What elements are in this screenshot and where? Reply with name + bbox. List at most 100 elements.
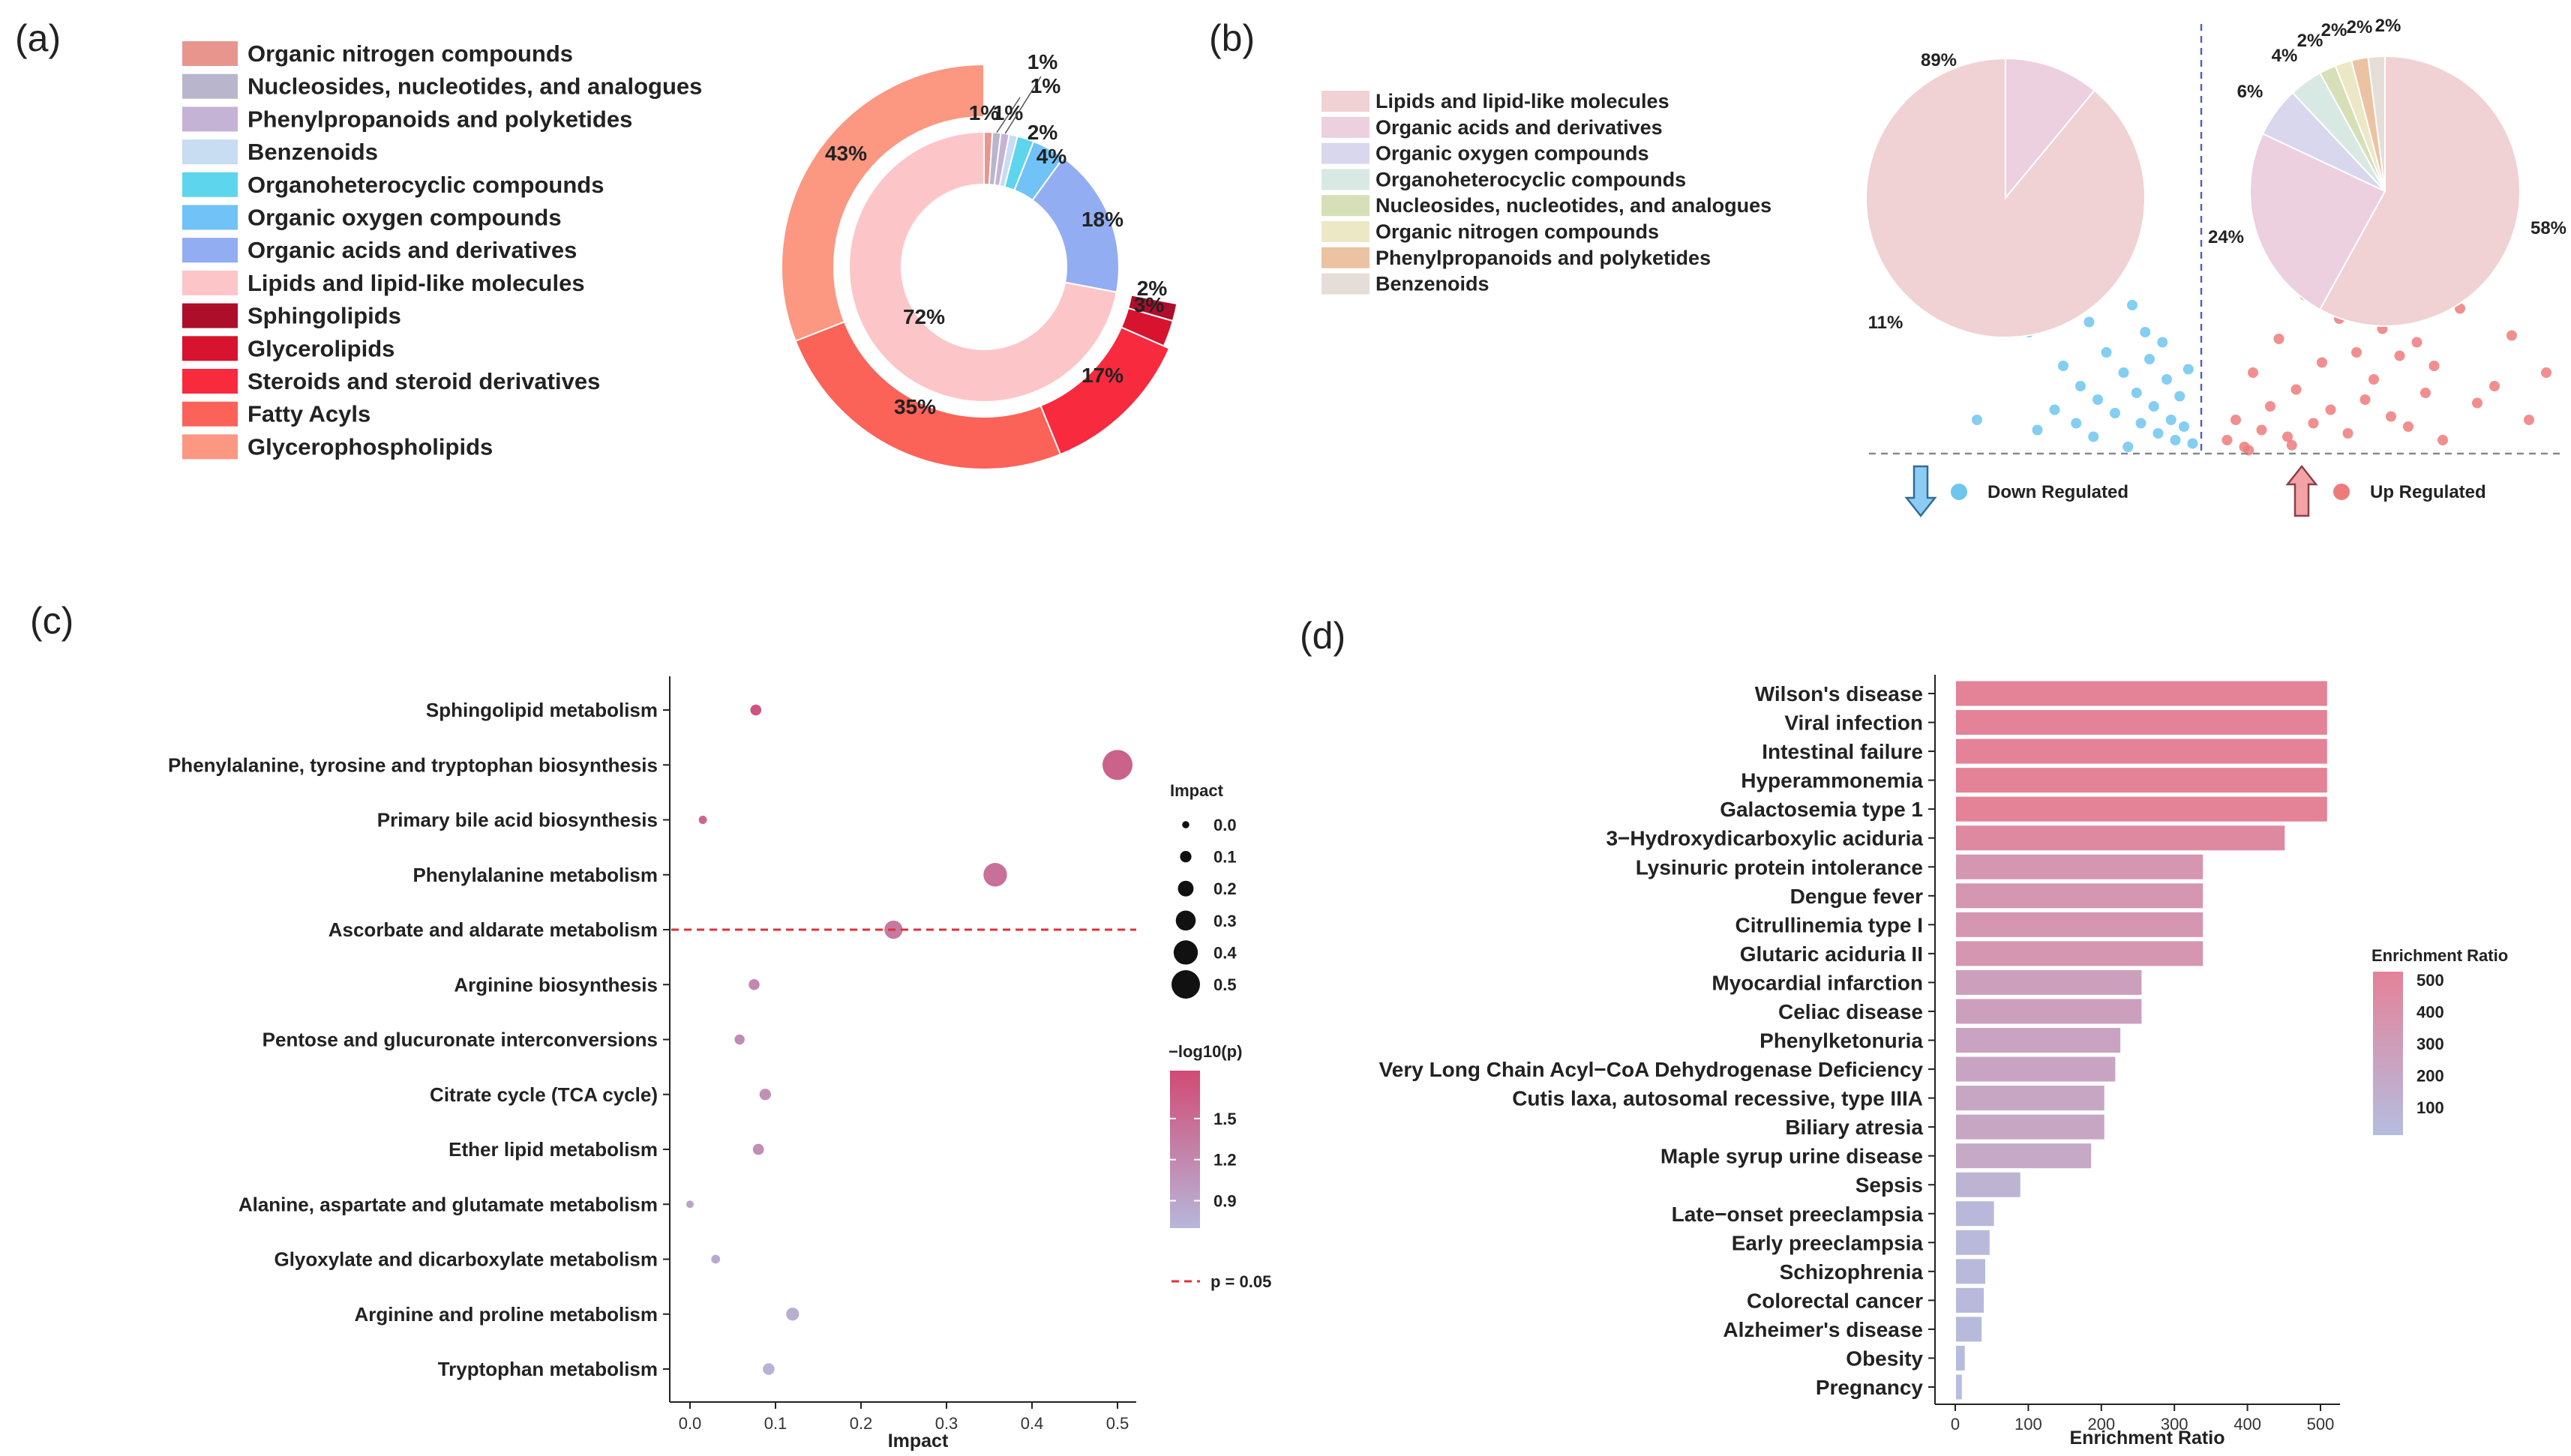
down-point [2058, 361, 2068, 371]
legend-label-nucleosides-nucleotides-and-analogues: Nucleosides, nucleotides, and analogues [1376, 194, 1772, 217]
x-tick-label: 500 [2307, 1415, 2335, 1434]
legend-label-organic-acids-and-derivatives: Organic acids and derivatives [1376, 116, 1663, 139]
category-label-hyperammonemia: Hyperammonemia [1741, 769, 1923, 792]
down-point [2118, 367, 2129, 378]
enrichment-tick-label: 300 [2416, 1035, 2444, 1053]
x-axis-title: Impact [888, 1431, 949, 1452]
category-label-3-hydroxydicarboxylic-aciduria: 3−Hydroxydicarboxylic aciduria [1606, 827, 1923, 850]
up-point [2286, 439, 2297, 451]
category-label-intestinal-failure: Intestinal failure [1762, 740, 1923, 763]
up-arrow-icon [2285, 464, 2318, 517]
up-pie-pct-organic-nitrogen-compounds: 2% [2321, 20, 2348, 40]
outer-pct-glycerolipids: 3% [1134, 293, 1165, 316]
panel-b: (b) Lipids and lipid-like molecules Organ… [1209, 16, 2566, 518]
bar-citrullinemia-type-i [1956, 912, 2204, 937]
impact-legend-title: Impact [1170, 781, 1224, 800]
legend-swatch-organoheterocyclic-compounds [1322, 169, 1370, 190]
down-point [2110, 408, 2120, 418]
category-label-galactosemia-type-1: Galactosemia type 1 [1720, 798, 1923, 821]
up-point [2368, 374, 2379, 385]
down-point [2135, 418, 2146, 429]
impact-size-legend: 0.0 0.1 0.2 0.3 0.4 0.5 [1172, 816, 1237, 999]
down-point [2140, 327, 2151, 337]
x-axis-title: Enrichment Ratio [2070, 1428, 2225, 1449]
inner-pct-organic-nitrogen-compounds: 1% [969, 101, 1000, 124]
size-legend-dot [1178, 880, 1194, 897]
enrichment-tick-label: 100 [2416, 1098, 2444, 1117]
up-point [2541, 367, 2552, 378]
pathway-label-pentose-and-glucuronate-interconversions: Pentose and glucuronate interconversions [262, 1029, 658, 1051]
panel-b-pies: 11%89%58%24%6%4%2%2% 2% 2% [1865, 16, 2566, 338]
enrichment-tick-label: 500 [2416, 971, 2444, 990]
up-pie-pct-nucleosides-nucleotides-and-analogues: 2% [2297, 31, 2324, 51]
bar-colorectal-cancer [1956, 1287, 1984, 1313]
down-point [2122, 442, 2134, 452]
bar-schizophrenia [1956, 1259, 1985, 1284]
size-legend-dot [1173, 940, 1198, 965]
pathway-point-tryptophan-metabolism [763, 1363, 775, 1375]
pathway-label-tryptophan-metabolism: Tryptophan metabolism [438, 1358, 658, 1380]
up-point [2273, 334, 2284, 344]
down-point [1972, 415, 1982, 425]
panel-d: (d) Wilson's disease Viral infection Intes… [1300, 615, 2508, 1449]
legend-label-organic-oxygen-compounds: Organic oxygen compounds [1376, 142, 1649, 165]
down-point [2162, 374, 2172, 385]
inner-pct-callout-nucleosides-nucleotides-and-analogues: 1% [1030, 74, 1061, 97]
enrichment-legend-title: Enrichment Ratio [2372, 946, 2508, 965]
category-label-lysinuric-protein-intolerance: Lysinuric protein intolerance [1636, 855, 1923, 879]
up-pie-pct-phenylpropanoids-and-polyketides: 2% [2347, 17, 2373, 37]
up-point [2248, 367, 2258, 378]
legend-swatch-lipids-and-lipid-like-molecules [1322, 91, 1370, 112]
down-point [2127, 300, 2138, 310]
up-point [2420, 388, 2431, 398]
legend-label-organoheterocyclic-compounds: Organoheterocyclic compounds [248, 172, 604, 198]
legend-swatch-nucleosides-nucleotides-and-analogues [182, 73, 238, 99]
up-point [2360, 394, 2371, 405]
bar-hyperammonemia [1956, 768, 2327, 793]
down-point [2071, 418, 2082, 429]
legend-label-organic-oxygen-compounds: Organic oxygen compounds [248, 205, 562, 231]
x-tick-label: 200 [2087, 1415, 2115, 1434]
category-label-pregnancy: Pregnancy [1816, 1376, 1924, 1399]
color-tick-label: 0.9 [1214, 1191, 1237, 1210]
up-point [2386, 411, 2396, 422]
legend-swatch-glycerophospholipids [182, 434, 238, 460]
enrichment-color-ticks: 500 400 300 200 100 [2416, 971, 2444, 1117]
down-point [2131, 388, 2142, 398]
x-tick-label: 300 [2161, 1415, 2188, 1434]
color-tick-label: 1.5 [1214, 1110, 1237, 1128]
bar-galactosemia-type-1 [1956, 796, 2327, 822]
up-pie-slice-lipids-and-lipid-like-molecules [2318, 55, 2521, 327]
category-label-celiac-disease: Celiac disease [1778, 1000, 1923, 1023]
up-point [2403, 421, 2414, 432]
size-legend-label: 0.2 [1214, 879, 1237, 898]
logp-color-bar [1170, 1071, 1200, 1228]
down-point [2187, 438, 2198, 449]
category-label-glutaric-aciduria-ii: Glutaric aciduria II [1740, 942, 1923, 966]
down-point [2174, 391, 2186, 402]
pathway-label-phenylalanine-metabolism: Phenylalanine metabolism [412, 864, 658, 886]
legend-swatch-organoheterocyclic-compounds [182, 172, 238, 197]
pathway-point-citrate-cycle-tca-cycle [759, 1089, 771, 1101]
legend-swatch-nucleosides-nucleotides-and-analogues [1322, 195, 1370, 217]
down-point [2148, 401, 2159, 412]
legend-swatch-organic-acids-and-derivatives [182, 238, 238, 263]
outer-slice-glycerophospholipids [781, 63, 985, 343]
down-point [2165, 415, 2176, 425]
size-legend-dot [1172, 970, 1200, 999]
up-point [2317, 357, 2327, 368]
up-regulated-label: Up Regulated [2370, 482, 2486, 502]
category-label-late-onset-preeclampsia: Late−onset preeclampsia [1672, 1203, 1924, 1226]
down-point [2049, 404, 2060, 415]
down-point [2092, 394, 2103, 405]
bar-late-onset-preeclampsia [1956, 1201, 1994, 1227]
legend-swatch-organic-nitrogen-compounds [182, 41, 238, 66]
pathway-label-citrate-cycle-tca-cycle: Citrate cycle (TCA cycle) [430, 1083, 658, 1106]
panel-a-donut-chart: 1%1%1%2%4%18%72%1%2%3%17%35%43% [781, 50, 1178, 470]
legend-swatch-phenylpropanoids-and-polyketides [1322, 247, 1370, 268]
category-label-wilson-s-disease: Wilson's disease [1755, 682, 1923, 706]
category-label-alzheimer-s-disease: Alzheimer's disease [1723, 1318, 1923, 1341]
pathway-point-alanine-aspartate-and-glutamate-metabolism [686, 1200, 694, 1209]
outer-pct-glycerophospholipids: 43% [825, 142, 867, 165]
pathway-point-sphingolipid-metabolism [750, 704, 762, 716]
